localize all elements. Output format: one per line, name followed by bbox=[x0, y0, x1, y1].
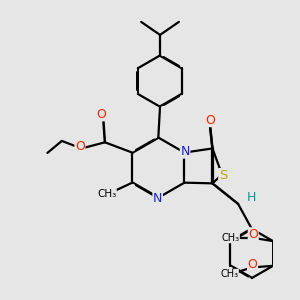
Text: O: O bbox=[97, 108, 106, 121]
Text: O: O bbox=[75, 140, 85, 153]
Text: N: N bbox=[180, 145, 190, 158]
Text: CH₃: CH₃ bbox=[220, 269, 238, 279]
Text: S: S bbox=[219, 169, 227, 182]
Text: O: O bbox=[248, 228, 258, 241]
Text: O: O bbox=[248, 258, 257, 271]
Text: H: H bbox=[246, 191, 256, 204]
Text: N: N bbox=[153, 192, 162, 205]
Text: CH₃: CH₃ bbox=[221, 233, 239, 243]
Text: CH₃: CH₃ bbox=[97, 189, 116, 199]
Text: O: O bbox=[205, 114, 214, 127]
